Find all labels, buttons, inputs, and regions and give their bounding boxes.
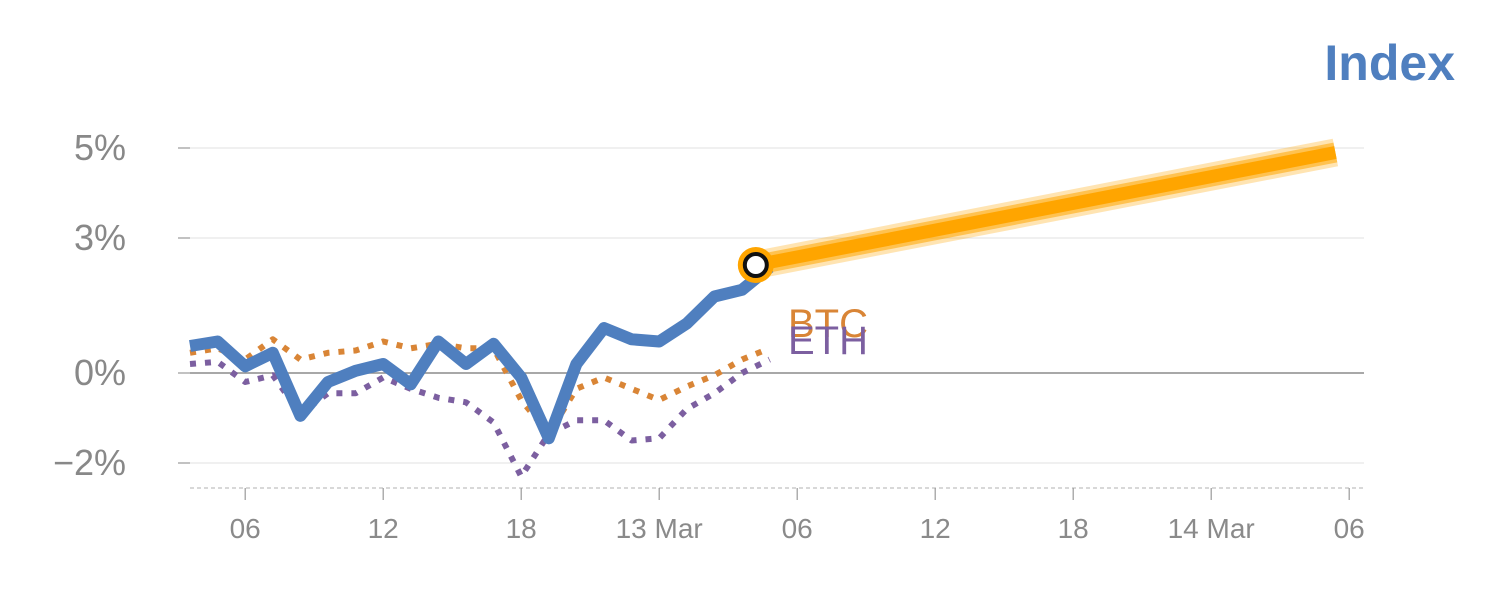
x-tick-label: 14 Mar	[1168, 513, 1255, 544]
btc-label: BTC	[788, 302, 868, 346]
y-tick-label: 0%	[74, 352, 126, 393]
forecast-line	[754, 146, 1337, 272]
y-axis-ticks: 5% 3% 0% −2%	[53, 127, 190, 483]
x-tick-label: 18	[1058, 513, 1089, 544]
x-tick-label: 18	[506, 513, 537, 544]
y-tick-label: 5%	[74, 127, 126, 168]
x-tick-label: 06	[782, 513, 813, 544]
x-tick-label: 13 Mar	[616, 513, 703, 544]
annotation-markers	[737, 247, 774, 283]
series-lines	[189, 138, 1339, 480]
index-series-line	[189, 262, 774, 445]
eth-series-line	[189, 356, 771, 480]
x-tick-label: 06	[230, 513, 261, 544]
btc-series-line	[189, 336, 771, 437]
series-labels: BTC ETH	[788, 302, 868, 363]
chart-title: Index	[1324, 35, 1455, 91]
y-tick-label: 3%	[74, 217, 126, 258]
x-tick-label: 12	[368, 513, 399, 544]
current-point-marker	[742, 252, 769, 278]
eth-label: ETH	[788, 319, 868, 363]
y-tick-label: −2%	[53, 442, 126, 483]
x-axis-ticks: 06 12 18 13 Mar 06 12 18 14 Mar 06	[230, 488, 1365, 544]
x-tick-label: 12	[920, 513, 951, 544]
x-tick-label: 06	[1334, 513, 1365, 544]
